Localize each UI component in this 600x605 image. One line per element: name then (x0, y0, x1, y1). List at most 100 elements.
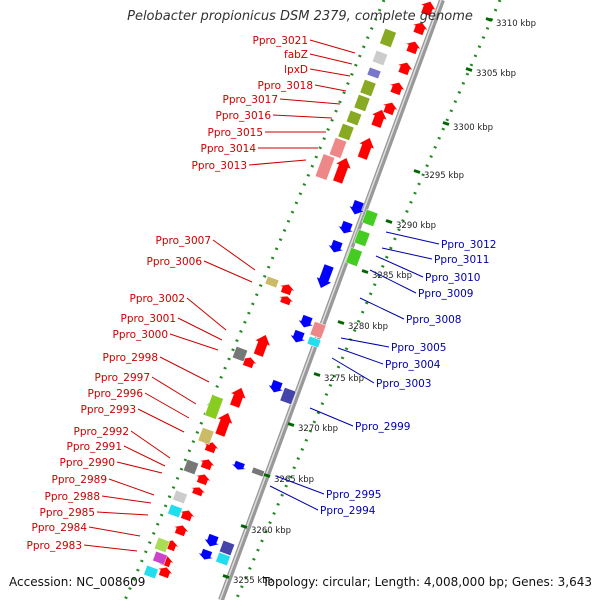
gene-box (359, 79, 377, 97)
forward-gene-label: Ppro_3018 (258, 80, 313, 92)
forward-gene-arrow (198, 459, 216, 471)
forward-label-leader (88, 526, 141, 537)
forward-gene-arrow (178, 510, 196, 522)
gene-box (197, 427, 215, 445)
gene-box (264, 275, 280, 289)
forward-label-leader (212, 239, 256, 271)
forward-gene-arrow (253, 334, 271, 358)
forward-gene-label: Ppro_3016 (216, 110, 272, 122)
tick-mark (385, 219, 393, 224)
gene-box (309, 321, 327, 339)
gene-box (279, 387, 297, 405)
gene-box (182, 458, 200, 476)
gene-box (218, 539, 236, 557)
forward-gene-arrow (278, 295, 294, 306)
forward-gene-label: Ppro_3001 (121, 313, 176, 325)
reverse-gene-arrow (267, 379, 284, 393)
forward-gene-label: Ppro_3014 (201, 143, 257, 155)
forward-label-leader (137, 408, 185, 433)
reverse-gene-arrow (197, 548, 215, 560)
gene-box (361, 209, 379, 227)
forward-label-leader (130, 430, 171, 459)
tick-label: 3265 kbp (274, 475, 314, 485)
backbone-line (218, 0, 445, 602)
tick-label: 3310 kbp (496, 19, 536, 29)
reverse-gene-label: Ppro_3009 (418, 288, 473, 300)
reverse-gene-label: Ppro_3010 (425, 272, 480, 284)
gene-box (153, 536, 171, 554)
forward-gene-label: lpxD (284, 64, 308, 76)
forward-label-leader (309, 53, 353, 65)
reverse-gene-label: Ppro_3011 (434, 254, 489, 266)
gene-box (345, 109, 363, 127)
tick-label: 3260 kbp (251, 526, 291, 536)
forward-gene-label: Ppro_2990 (60, 457, 115, 469)
forward-gene-label: fabZ (284, 49, 308, 61)
forward-label-leader (248, 159, 307, 166)
forward-label-leader (309, 39, 356, 54)
forward-label-leader (151, 376, 197, 405)
tick-label: 3275 kbp (324, 374, 364, 384)
forward-label-leader (116, 461, 163, 474)
forward-gene-arrow (412, 22, 429, 36)
reverse-gene-arrow (297, 314, 314, 328)
gene-labels: Ppro_3021 fabZ lpxD Ppro_3018 Ppro_3017 Ppro_… (27, 35, 497, 552)
reverse-label-leader (309, 407, 354, 427)
forward-gene-label: Ppro_2989 (52, 474, 107, 486)
reverse-gene-label: Ppro_2994 (320, 505, 376, 517)
reverse-gene-label: Ppro_3008 (406, 314, 461, 326)
gene-box (371, 49, 389, 67)
gene-box (379, 28, 397, 48)
reverse-gene-label: Ppro_2999 (355, 421, 410, 433)
gene-box (345, 247, 363, 267)
forward-gene-label: Ppro_3021 (253, 35, 308, 47)
forward-label-leader (108, 478, 155, 496)
reverse-gene-label: Ppro_3012 (441, 239, 496, 251)
tick-mark (287, 422, 295, 427)
forward-label-leader (177, 317, 223, 341)
tick-mark (361, 269, 369, 274)
forward-gene-arrow (156, 567, 174, 579)
forward-gene-label: Ppro_2996 (88, 388, 144, 400)
feature-track (143, 1, 437, 580)
map-title: Pelobacter propionicus DSM 2379, complet… (127, 9, 473, 24)
forward-gene-label: Ppro_2988 (45, 491, 100, 503)
reverse-label-leader (369, 269, 417, 294)
reverse-gene-arrow (327, 239, 344, 253)
reverse-gene-label: Ppro_3003 (376, 378, 431, 390)
reverse-gene-label: Ppro_2995 (326, 489, 381, 501)
tick-mark (337, 320, 345, 325)
gene-box (172, 489, 188, 505)
backbone (218, 0, 445, 602)
reverse-label-leader (359, 297, 405, 320)
gene-box (337, 123, 355, 141)
gene-box (328, 137, 348, 159)
forward-label-leader (83, 544, 138, 552)
gene-box (204, 394, 224, 420)
forward-gene-arrow (405, 41, 422, 55)
reverse-gene-label: Ppro_3004 (385, 359, 441, 371)
tick-label: 3255 kbp (233, 576, 273, 586)
tick-mark (485, 17, 493, 22)
reverse-label-leader (375, 255, 424, 278)
tick-label: 3300 kbp (453, 123, 493, 133)
forward-gene-arrow (194, 474, 212, 486)
forward-gene-arrow (382, 102, 399, 116)
reverse-label-leader (340, 337, 390, 348)
forward-gene-label: Ppro_2993 (81, 404, 136, 416)
forward-gene-label: Ppro_3017 (223, 94, 278, 106)
forward-gene-label: Ppro_2985 (40, 507, 95, 519)
forward-gene-label: Ppro_2998 (103, 352, 158, 364)
reverse-label-leader (275, 475, 325, 495)
forward-gene-label: Ppro_3006 (147, 256, 203, 268)
forward-label-leader (279, 98, 341, 105)
forward-gene-arrow (332, 157, 352, 185)
forward-label-leader (123, 445, 166, 467)
forward-gene-label: Ppro_2992 (74, 426, 129, 438)
gene-box (143, 564, 159, 580)
gene-box (353, 94, 371, 112)
gene-box (353, 229, 371, 247)
forward-gene-arrow (229, 387, 247, 409)
genome-stats-text: Topology: circular; Length: 4,008,000 bp… (262, 575, 592, 589)
